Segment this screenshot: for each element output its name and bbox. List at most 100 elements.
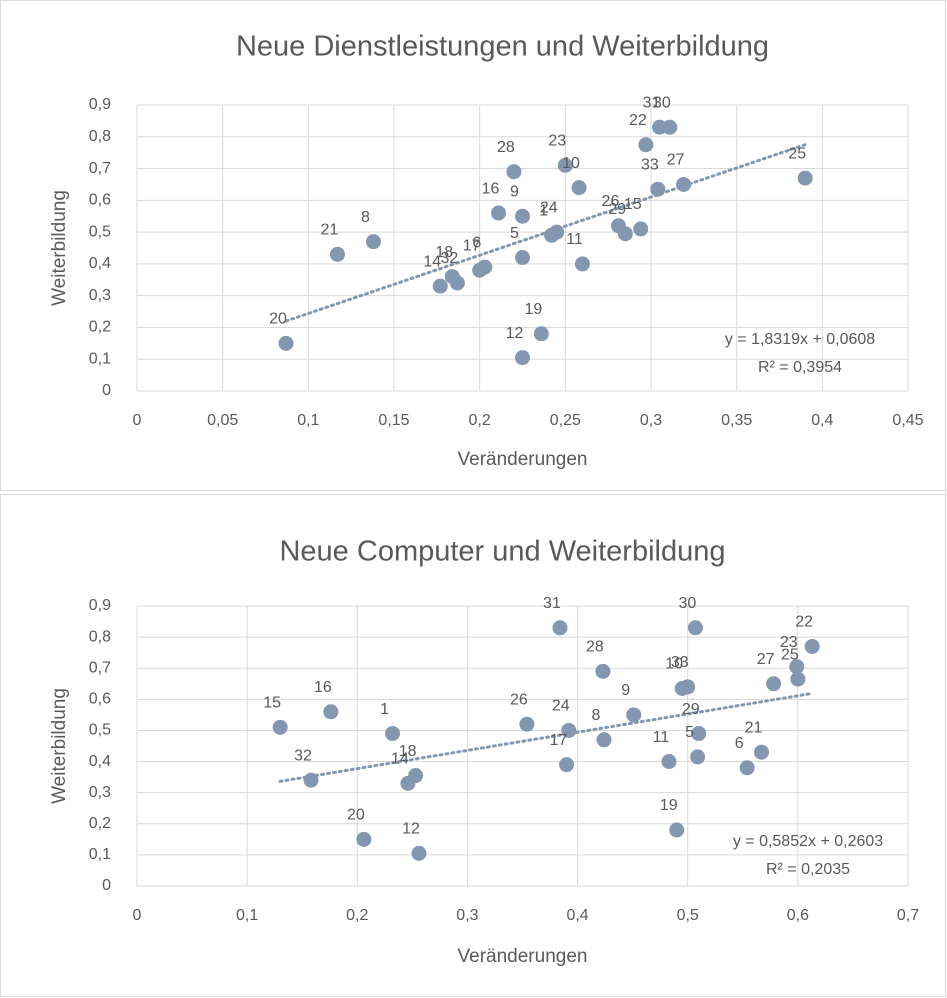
point-label: 10 — [562, 155, 580, 172]
scatter-point — [552, 620, 568, 636]
y-tick-label: 0,6 — [89, 691, 111, 708]
point-label: 29 — [608, 201, 626, 218]
chart-title: Neue Dienstleistungen und Weiterbildung — [236, 31, 769, 63]
point-label: 19 — [524, 301, 542, 318]
point-label: 23 — [548, 133, 566, 150]
scatter-point — [408, 768, 424, 784]
point-label: 1 — [539, 203, 548, 220]
point-label: 6 — [735, 735, 744, 752]
y-tick-label: 0,8 — [89, 128, 111, 145]
x-tick-label: 0,7 — [897, 907, 919, 924]
scatter-point — [491, 205, 507, 221]
trendline-r2: R² = 0,2035 — [766, 861, 850, 878]
point-label: 20 — [269, 311, 287, 328]
point-label: 15 — [624, 196, 642, 213]
x-tick-label: 0 — [133, 907, 142, 924]
point-label: 31 — [543, 595, 561, 612]
point-label: 25 — [788, 145, 806, 162]
y-tick-label: 0,9 — [89, 96, 111, 113]
y-tick-label: 0,3 — [89, 784, 111, 801]
scatter-point — [472, 262, 488, 278]
scatter-point — [571, 180, 587, 196]
point-label: 15 — [263, 695, 281, 712]
scatter-point — [804, 638, 820, 654]
chart-panel — [0, 494, 946, 997]
scatter-point — [680, 679, 696, 695]
scatter-point — [506, 164, 522, 180]
scatter-point — [329, 246, 345, 262]
y-tick-label: 0,4 — [89, 255, 111, 272]
point-label: 12 — [506, 325, 524, 342]
point-label: 27 — [757, 651, 775, 668]
point-label: 27 — [667, 152, 685, 169]
point-label: 14 — [391, 751, 409, 768]
point-label: 14 — [423, 253, 441, 270]
scatter-point — [754, 744, 770, 760]
scatter-point — [691, 726, 707, 742]
scatter-point — [411, 845, 427, 861]
scatter-point — [449, 275, 465, 291]
x-tick-label: 0,35 — [721, 412, 752, 429]
scatter-point — [595, 663, 611, 679]
x-tick-label: 0,05 — [207, 412, 238, 429]
scatter-point — [596, 732, 612, 748]
point-label: 8 — [361, 209, 370, 226]
point-label: 21 — [745, 719, 763, 736]
scatter-point — [739, 760, 755, 776]
scatter-point — [515, 350, 530, 366]
x-tick-label: 0,2 — [346, 907, 368, 924]
y-tick-label: 0 — [102, 877, 111, 894]
point-label: 32 — [440, 250, 458, 267]
y-axis-title: Weiterbildung — [49, 688, 70, 804]
x-tick-label: 0,15 — [378, 412, 409, 429]
trendline — [278, 691, 814, 783]
point-label: 11 — [566, 231, 583, 248]
point-label: 19 — [660, 797, 678, 814]
point-label: 22 — [629, 112, 647, 129]
x-tick-label: 0,45 — [892, 412, 923, 429]
scatter-point — [638, 137, 654, 153]
x-tick-label: 0,1 — [297, 412, 319, 429]
scatter-point — [515, 250, 530, 266]
point-label: 16 — [482, 180, 500, 197]
point-label: 8 — [592, 707, 601, 724]
x-tick-label: 0,1 — [236, 907, 258, 924]
x-axis-title: Veränderungen — [458, 449, 588, 470]
point-label: 9 — [510, 183, 519, 200]
x-tick-label: 0,4 — [566, 907, 588, 924]
point-label: 24 — [552, 698, 570, 715]
point-label: 26 — [602, 193, 620, 210]
point-label: 33 — [671, 654, 689, 671]
point-label: 1 — [380, 701, 389, 718]
y-tick-label: 0,9 — [89, 597, 111, 614]
point-label: 11 — [653, 729, 670, 746]
point-label: 17 — [463, 237, 481, 254]
scatter-point — [385, 726, 401, 742]
x-tick-label: 0,3 — [456, 907, 478, 924]
chart-title: Neue Computer und Weiterbildung — [279, 536, 725, 568]
scatter-point — [533, 326, 549, 342]
y-axis-title: Weiterbildung — [49, 190, 70, 306]
y-tick-label: 0,3 — [89, 287, 111, 304]
trendline-equation: y = 0,5852x + 0,2603 — [733, 833, 883, 850]
scatter-point — [278, 335, 294, 351]
point-label: 23 — [780, 634, 798, 651]
y-tick-label: 0,8 — [89, 628, 111, 645]
scatter-point — [662, 119, 678, 135]
x-tick-label: 0,5 — [677, 907, 699, 924]
y-tick-label: 0,5 — [89, 223, 111, 240]
scatter-point — [561, 722, 577, 738]
scatter-point — [272, 719, 288, 735]
scatter-point — [365, 234, 381, 250]
scatter-point — [669, 822, 685, 838]
x-tick-label: 0,6 — [787, 907, 809, 924]
point-label: 18 — [435, 244, 453, 261]
point-label: 22 — [795, 614, 813, 631]
point-label: 5 — [685, 724, 694, 741]
point-label: 9 — [621, 682, 630, 699]
point-label: 30 — [653, 94, 671, 111]
point-label: 10 — [665, 656, 683, 673]
scatter-point — [797, 170, 813, 186]
y-tick-label: 0,7 — [89, 659, 111, 676]
